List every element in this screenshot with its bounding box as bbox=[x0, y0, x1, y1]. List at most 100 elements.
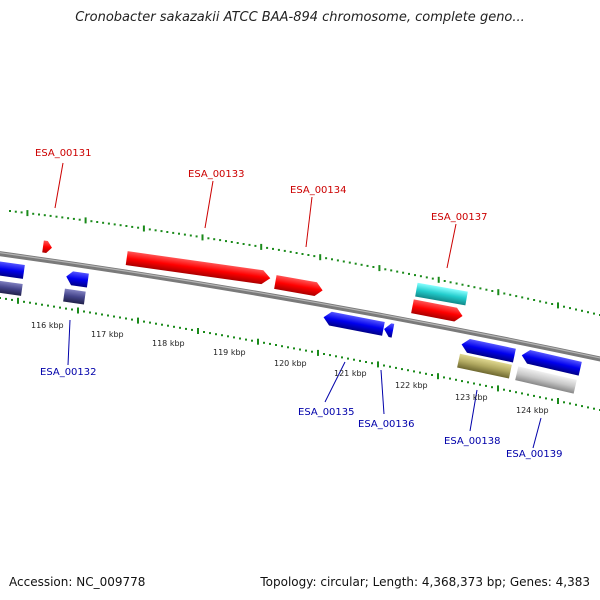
tick-label: 123 kbp bbox=[455, 393, 488, 402]
guide-dot bbox=[305, 349, 307, 352]
tick-label: 119 kbp bbox=[213, 348, 246, 357]
gene-fragment-left-blue[interactable] bbox=[0, 260, 25, 279]
guide-dot bbox=[221, 334, 223, 337]
guide-dot bbox=[125, 225, 128, 227]
guide-dot bbox=[55, 215, 58, 218]
guide-dot bbox=[419, 371, 421, 374]
guide-dot bbox=[14, 210, 17, 213]
guide-tick-major bbox=[84, 217, 87, 224]
gene-fragment-left-navy[interactable] bbox=[0, 279, 23, 296]
guide-dot bbox=[563, 401, 565, 404]
guide-dot bbox=[509, 293, 512, 296]
gene-esa-00137[interactable] bbox=[411, 299, 464, 322]
tick-label: 122 kbp bbox=[395, 381, 428, 390]
guide-dot bbox=[189, 234, 192, 237]
guide-dot bbox=[49, 214, 52, 217]
guide-dot bbox=[395, 366, 397, 369]
tick-label: 121 kbp bbox=[334, 369, 367, 378]
gene-esa-00135[interactable] bbox=[322, 310, 385, 336]
guide-tick-major bbox=[142, 225, 145, 232]
guide-dot bbox=[587, 311, 589, 314]
guide-dot bbox=[587, 406, 589, 409]
guide-dot bbox=[593, 312, 595, 315]
feature-gray[interactable] bbox=[515, 366, 577, 394]
gene-label-esa-00136: ESA_00136 bbox=[358, 419, 415, 430]
guide-dot bbox=[509, 389, 511, 392]
guide-dot bbox=[575, 403, 577, 406]
guide-dot bbox=[348, 261, 351, 264]
guide-dot bbox=[527, 393, 529, 396]
guide-tick-major bbox=[378, 265, 381, 272]
guide-dot bbox=[413, 370, 415, 373]
gene-navy-small[interactable] bbox=[63, 288, 86, 305]
guide-dot bbox=[365, 361, 367, 363]
guide-dot bbox=[207, 237, 210, 240]
guide-dot bbox=[35, 302, 37, 305]
guide-dot bbox=[295, 252, 298, 254]
guide-dot bbox=[336, 259, 339, 262]
gene-esa-00132[interactable] bbox=[65, 271, 89, 288]
guide-dot bbox=[283, 249, 286, 252]
guide-dot bbox=[443, 376, 445, 379]
guide-tick-major bbox=[437, 373, 439, 380]
guide-dot bbox=[449, 281, 452, 284]
guide-dot bbox=[491, 386, 493, 389]
guide-dot bbox=[143, 320, 145, 323]
guide-dot bbox=[545, 397, 547, 400]
guide-dot bbox=[131, 225, 134, 228]
guide-dot bbox=[61, 216, 64, 219]
gene-esa-00136[interactable] bbox=[383, 322, 395, 338]
guide-dot bbox=[225, 240, 227, 243]
guide-dot bbox=[533, 394, 535, 397]
guide-dot bbox=[485, 384, 487, 387]
guide-dot bbox=[227, 335, 229, 338]
guide-dot bbox=[167, 324, 169, 327]
guide-dot bbox=[467, 284, 470, 287]
guide-dot bbox=[9, 210, 11, 212]
guide-dot bbox=[485, 288, 488, 291]
guide-tick-major bbox=[77, 307, 79, 314]
guide-dot bbox=[160, 230, 163, 233]
guide-tick-major bbox=[26, 210, 29, 217]
guide-tick-major bbox=[319, 254, 322, 261]
guide-dot bbox=[461, 380, 463, 383]
gene-esa-00131[interactable] bbox=[42, 240, 53, 254]
guide-dot bbox=[102, 221, 105, 224]
guide-dot bbox=[551, 303, 554, 305]
guide-dot bbox=[533, 299, 536, 301]
guide-dot bbox=[119, 224, 122, 227]
guide-dot bbox=[545, 301, 548, 304]
guide-dot bbox=[149, 321, 151, 324]
guide-dot bbox=[161, 323, 163, 326]
map-title: Cronobacter sakazakii ATCC BAA-894 chrom… bbox=[75, 10, 525, 25]
gene-esa-00139[interactable] bbox=[520, 348, 582, 376]
feature-cyan[interactable] bbox=[415, 282, 468, 306]
guide-dot bbox=[67, 217, 70, 220]
gene-esa-00133[interactable] bbox=[125, 251, 272, 285]
guide-dot bbox=[166, 231, 169, 233]
gene-esa-00138[interactable] bbox=[460, 338, 516, 363]
guide-dot bbox=[341, 356, 343, 359]
tick-label: 117 kbp bbox=[91, 330, 124, 339]
guide-dot bbox=[38, 213, 40, 216]
guide-dot bbox=[539, 300, 542, 303]
feature-olive[interactable] bbox=[457, 353, 512, 379]
guide-dot bbox=[473, 286, 476, 289]
guide-dot bbox=[581, 309, 583, 312]
guide-dot bbox=[360, 263, 363, 266]
guide-dot bbox=[551, 398, 553, 401]
guide-dot bbox=[11, 298, 13, 301]
guide-dot bbox=[101, 313, 103, 316]
guide-dot bbox=[213, 238, 216, 241]
guide-dot bbox=[473, 382, 475, 385]
guide-dot bbox=[299, 348, 301, 351]
guide-dot bbox=[90, 220, 93, 223]
guide-dot bbox=[179, 326, 181, 329]
guide-dot bbox=[593, 407, 595, 410]
gene-esa-00134[interactable] bbox=[274, 275, 324, 297]
guide-dot bbox=[72, 217, 75, 220]
guide-dot bbox=[479, 287, 482, 290]
guide-dot bbox=[313, 255, 316, 258]
guide-dot bbox=[125, 317, 127, 320]
